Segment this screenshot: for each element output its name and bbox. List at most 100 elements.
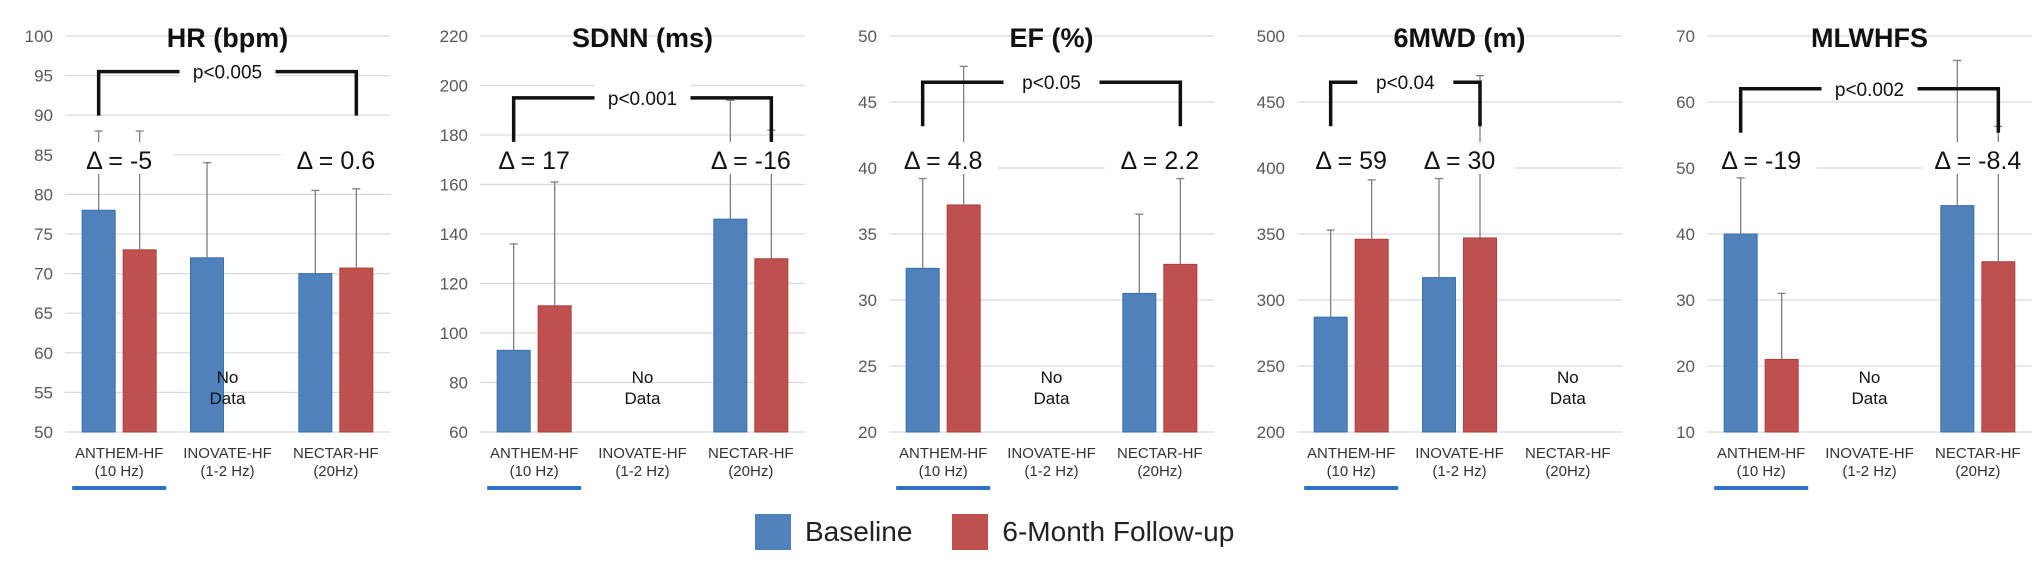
bar-followup [537, 305, 572, 433]
y-tick-label: 60 [34, 344, 53, 363]
bracket-label-bg [1821, 74, 1918, 101]
p-value-label: p<0.002 [1835, 80, 1904, 101]
bar-followup [1764, 358, 1799, 433]
y-tick-label: 55 [34, 383, 53, 402]
legend-item-baseline: Baseline [755, 514, 912, 550]
chart-title: EF (%) [1010, 23, 1094, 53]
category-sublabel: (20Hz) [1137, 463, 1182, 480]
category-sublabel: (20Hz) [728, 463, 773, 480]
y-tick-label: 100 [440, 324, 468, 343]
y-tick-label: 70 [34, 265, 53, 284]
y-tick-label: 160 [440, 176, 468, 195]
category-sublabel: (10 Hz) [919, 463, 968, 480]
y-tick-label: 140 [440, 225, 468, 244]
chart-panel-1: 50 55 60 65 70 75 80 85 90 95 100 HR (bpm) p<0.005 Δ … [25, 23, 391, 490]
category-sublabel: (10 Hz) [510, 463, 559, 480]
bar-baseline [1940, 205, 1975, 433]
delta-label: Δ = 4.8 [904, 147, 983, 175]
y-tick-label: 30 [1676, 291, 1695, 310]
bar-baseline [81, 209, 116, 433]
y-tick-label: 90 [34, 106, 53, 125]
delta-label: Δ = 59 [1315, 147, 1387, 175]
p-value-label: p<0.05 [1022, 73, 1081, 94]
category-label: INOVATE-HF [598, 445, 687, 462]
no-data-line: Data [210, 389, 246, 408]
y-tick-label: 20 [858, 423, 877, 442]
y-tick-label: 50 [34, 423, 53, 442]
legend-swatch-baseline [755, 514, 791, 550]
y-tick-label: 65 [34, 304, 53, 323]
delta-label: Δ = -19 [1721, 147, 1801, 175]
bar-followup [122, 249, 157, 433]
category-sublabel: (20Hz) [313, 463, 358, 480]
no-data-line: No [1557, 368, 1579, 387]
no-data-label: No Data [1550, 368, 1586, 408]
category-label: INOVATE-HF [1825, 445, 1914, 462]
y-tick-label: 40 [1676, 225, 1695, 244]
y-tick-label: 200 [440, 77, 468, 96]
y-tick-label: 450 [1257, 93, 1285, 112]
bracket-label-bg [1003, 68, 1100, 95]
no-data-label: No Data [625, 368, 661, 408]
delta-label-bg [479, 142, 590, 174]
category-label: ANTHEM-HF [1307, 445, 1395, 462]
no-data-line: Data [625, 389, 661, 408]
y-tick-label: 45 [858, 93, 877, 112]
no-data-line: No [217, 368, 239, 387]
category-label: ANTHEM-HF [490, 445, 578, 462]
category-sublabel: (10 Hz) [1327, 463, 1376, 480]
no-data-line: No [1041, 368, 1063, 387]
delta-label-bg [280, 142, 391, 174]
legend-item-followup: 6-Month Follow-up [952, 514, 1234, 550]
y-tick-label: 60 [1676, 93, 1695, 112]
category-sublabel: (1-2 Hz) [1842, 463, 1896, 480]
y-tick-label: 350 [1257, 225, 1285, 244]
delta-label: Δ = 30 [1424, 147, 1496, 175]
y-tick-label: 95 [34, 67, 53, 86]
bar-baseline [496, 349, 531, 433]
delta-label-bg [1922, 142, 2032, 174]
y-tick-label: 200 [1257, 423, 1285, 442]
legend: Baseline 6-Month Follow-up [755, 508, 1274, 556]
legend-label-baseline: Baseline [805, 516, 913, 547]
no-data-label: No Data [210, 368, 246, 408]
bar-baseline [190, 257, 224, 433]
no-data-line: No [632, 368, 654, 387]
delta-label: Δ = 0.6 [297, 147, 376, 175]
delta-label-bg [1104, 142, 1215, 174]
category-sublabel: (20Hz) [1955, 463, 2000, 480]
no-data-line: Data [1034, 389, 1070, 408]
y-tick-label: 70 [1676, 27, 1695, 46]
delta-label-bg [888, 142, 999, 174]
chart-title: SDNN (ms) [572, 23, 713, 53]
bar-baseline [713, 218, 748, 433]
no-data-line: Data [1550, 389, 1586, 408]
delta-label-bg [1296, 142, 1407, 174]
chart-panel-3: 20 25 30 35 40 45 50 EF (%) p<0.05 Δ = 4.8 Δ = 2.2… [858, 23, 1215, 490]
no-data-label: No Data [1034, 368, 1070, 408]
y-tick-label: 40 [858, 159, 877, 178]
y-tick-label: 75 [34, 225, 53, 244]
bar-followup [946, 204, 981, 433]
p-value-label: p<0.001 [608, 89, 677, 110]
bracket-label-bg [179, 57, 276, 84]
delta-label-bg [695, 142, 806, 174]
y-tick-label: 250 [1257, 357, 1285, 376]
bar-followup [1163, 263, 1198, 433]
category-label: NECTAR-HF [1117, 445, 1203, 462]
bar-followup [1354, 238, 1389, 433]
bar-followup [339, 267, 374, 433]
delta-label: Δ = -8.4 [1934, 147, 2021, 175]
category-sublabel: (1-2 Hz) [200, 463, 254, 480]
category-label: ANTHEM-HF [1717, 445, 1805, 462]
delta-label: Δ = 2.2 [1121, 147, 1200, 175]
y-tick-label: 30 [858, 291, 877, 310]
y-tick-label: 60 [449, 423, 468, 442]
chart-panel-4: 200 250 300 350 400 450 500 6MWD (m) p<0.04 Δ = 5… [1257, 23, 1622, 490]
delta-label-bg [1404, 142, 1515, 174]
no-data-label: No Data [1852, 368, 1888, 408]
y-tick-label: 300 [1257, 291, 1285, 310]
category-label: NECTAR-HF [708, 445, 794, 462]
delta-label: Δ = -5 [86, 147, 152, 175]
